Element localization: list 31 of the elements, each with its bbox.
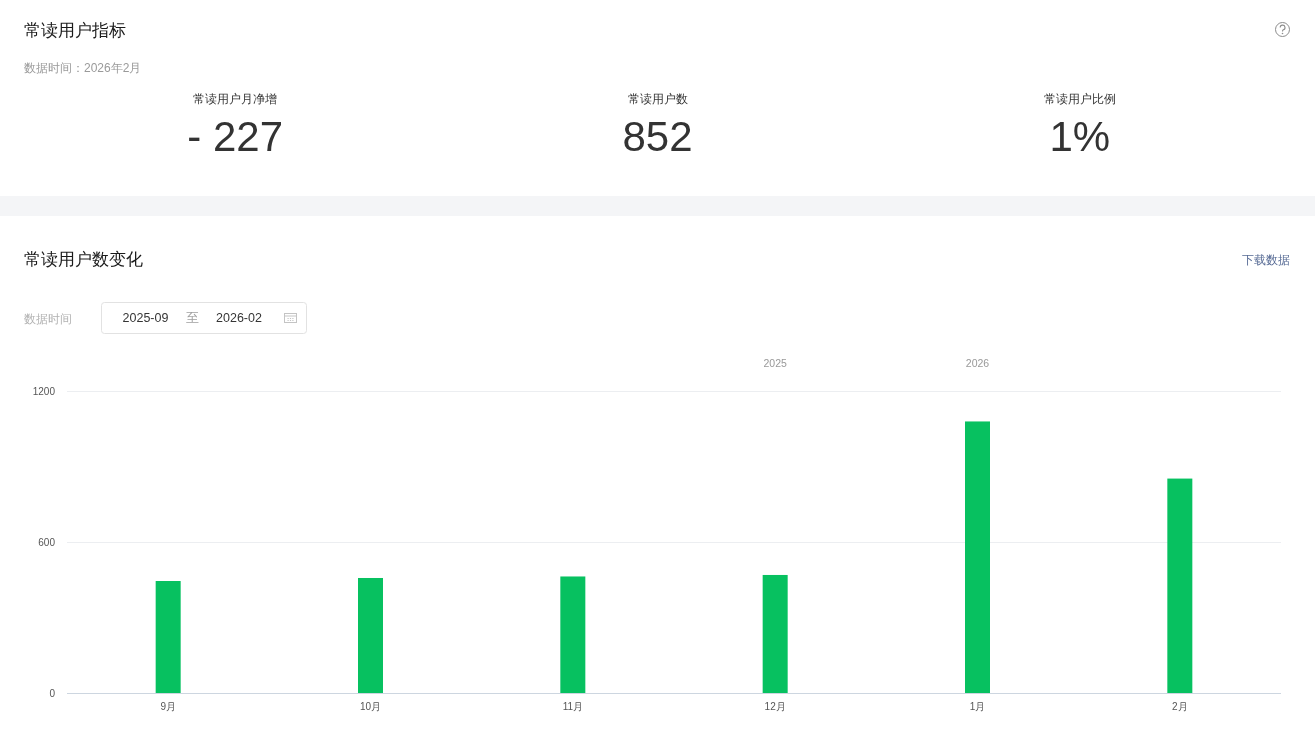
text: 常读用户月净增	[193, 92, 278, 106]
y-tick-label: 1200	[32, 385, 56, 397]
x-tick-label: 9月	[160, 701, 176, 712]
text: 常读用户指标	[24, 21, 126, 40]
chart-title: 常读用户数变化	[24, 250, 143, 269]
text: 下载数据	[1242, 253, 1290, 267]
text: 2026-02	[216, 311, 262, 325]
text: 数据时间：2026年2月	[24, 61, 142, 75]
bar	[965, 421, 990, 693]
text: - 227	[187, 113, 284, 160]
text: 数据时间	[24, 312, 72, 326]
y-tick-label: 600	[38, 536, 56, 548]
x-tick-label: 12月	[764, 701, 786, 712]
bar	[358, 577, 383, 693]
text: 1%	[1049, 113, 1111, 160]
text: 2025	[763, 357, 788, 369]
x-tick-label: 1月	[969, 701, 986, 712]
text: 852	[622, 113, 693, 160]
bar	[560, 576, 586, 693]
text: 常读用户数	[627, 92, 688, 106]
bar	[762, 574, 788, 693]
x-tick-label: 11月	[562, 701, 584, 712]
x-tick-label: 2月	[1172, 701, 1188, 712]
text: 2026	[965, 357, 990, 369]
bar	[155, 581, 181, 693]
y-tick-label: 0	[49, 687, 56, 699]
x-tick-label: 10月	[359, 701, 382, 712]
text: 常读用户比例	[1043, 92, 1116, 106]
text: 至	[186, 311, 200, 325]
bar	[1167, 478, 1193, 693]
text: 2025-09	[122, 311, 169, 325]
